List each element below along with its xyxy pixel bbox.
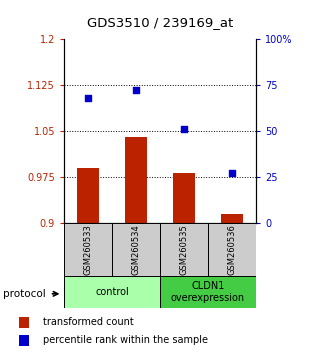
Bar [160,276,256,308]
Point [85,95,91,101]
Bar [19,317,29,328]
Bar [173,173,195,223]
Text: GDS3510 / 239169_at: GDS3510 / 239169_at [87,17,233,29]
Bar [125,137,147,223]
Text: control: control [95,287,129,297]
Point [133,88,139,93]
Bar [64,276,160,308]
Text: GSM260534: GSM260534 [132,224,140,275]
Text: CLDN1
overexpression: CLDN1 overexpression [171,281,245,303]
Text: GSM260535: GSM260535 [180,224,188,275]
Point [181,126,187,132]
Bar [77,168,99,223]
Bar [64,223,112,276]
Text: percentile rank within the sample: percentile rank within the sample [43,335,208,346]
Text: protocol: protocol [3,289,46,299]
Point [229,171,235,176]
Text: GSM260533: GSM260533 [84,224,92,275]
Text: transformed count: transformed count [43,318,133,327]
Bar [208,223,256,276]
Text: GSM260536: GSM260536 [228,224,236,275]
Bar [160,223,208,276]
Bar [221,214,243,223]
Bar [112,223,160,276]
Bar [19,335,29,346]
